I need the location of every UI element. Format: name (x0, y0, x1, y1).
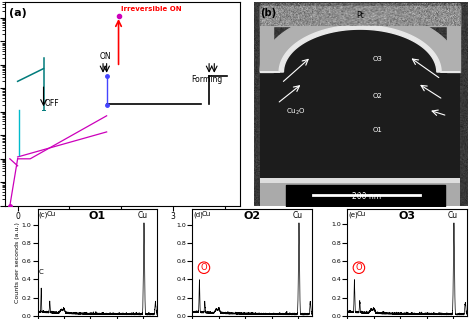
Text: C: C (39, 269, 44, 275)
Text: O1: O1 (89, 211, 106, 221)
X-axis label: Voltage (V): Voltage (V) (98, 222, 147, 231)
Text: ON: ON (99, 52, 111, 61)
Text: (a): (a) (9, 8, 27, 18)
Text: Cu: Cu (357, 211, 366, 217)
Text: Cu: Cu (137, 211, 147, 220)
Text: Irreversible ON: Irreversible ON (121, 6, 182, 12)
Text: O: O (201, 263, 207, 272)
Text: O3: O3 (372, 56, 382, 62)
Text: O: O (356, 263, 362, 272)
Text: Cu: Cu (47, 211, 56, 217)
Text: 200 nm: 200 nm (352, 192, 381, 201)
Text: Cu: Cu (292, 211, 303, 220)
Polygon shape (260, 29, 460, 72)
FancyBboxPatch shape (260, 179, 460, 206)
Text: (b): (b) (260, 8, 276, 18)
FancyBboxPatch shape (260, 72, 460, 178)
Text: Cu: Cu (447, 211, 457, 220)
Text: Cu$_2$O: Cu$_2$O (287, 107, 306, 117)
Text: Cu: Cu (202, 211, 211, 217)
Text: OFF: OFF (45, 99, 59, 108)
Text: O2: O2 (372, 93, 382, 99)
Text: Forming: Forming (191, 75, 222, 84)
Text: Pt: Pt (356, 187, 364, 196)
Polygon shape (260, 25, 460, 72)
Text: (c): (c) (39, 211, 48, 218)
Y-axis label: Counts per seconds (a.u.): Counts per seconds (a.u.) (15, 222, 20, 303)
FancyBboxPatch shape (260, 178, 460, 183)
Text: O1: O1 (372, 127, 382, 133)
Text: (d): (d) (194, 211, 204, 218)
Text: O2: O2 (243, 211, 261, 221)
Text: Pt: Pt (356, 11, 364, 20)
Text: O3: O3 (399, 211, 416, 221)
Text: (e): (e) (348, 211, 358, 218)
Polygon shape (260, 11, 460, 72)
